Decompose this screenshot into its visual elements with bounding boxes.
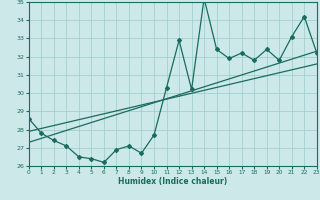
X-axis label: Humidex (Indice chaleur): Humidex (Indice chaleur) [118,177,228,186]
